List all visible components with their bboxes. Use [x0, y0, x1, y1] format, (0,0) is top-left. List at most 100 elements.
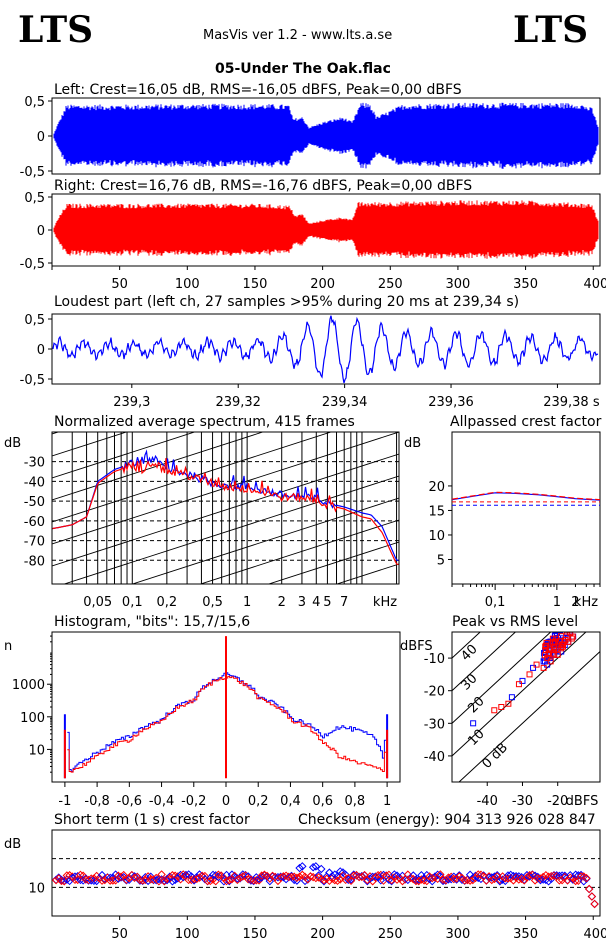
pvr-crest-label: 10 — [465, 727, 487, 749]
pvr-point-left — [571, 623, 576, 628]
pvr-ytick-label: -20 — [424, 685, 445, 700]
histogram-xtick-label: -0,6 — [117, 794, 142, 809]
waveform-right-xtick-label: 150 — [243, 277, 268, 292]
pvr-crest-label: 30 — [458, 671, 480, 693]
shortterm-ytick-label: 10 — [28, 881, 45, 896]
spectrum-ytick-label: -60 — [24, 515, 45, 530]
pvr-point-right — [545, 650, 552, 657]
shortterm-point-right — [227, 874, 237, 884]
shortterm-point-right — [584, 884, 594, 894]
pvr-point-left — [571, 626, 576, 631]
shortterm-point-left — [587, 892, 597, 901]
crest-ytick-label: 20 — [428, 480, 445, 495]
waveform-right-xtick-label: 50 — [111, 277, 128, 292]
spectrum-slope-line — [199, 519, 399, 584]
loudest-part-xtick-label: 239,32 — [215, 395, 261, 410]
waveform-right-ytick-label: 0 — [37, 224, 45, 239]
histogram-xtick-label: 0,6 — [312, 794, 333, 809]
histogram-xtick-label: 0,8 — [345, 794, 366, 809]
logo-left: LTS — [18, 9, 94, 51]
pvr-point-right — [572, 615, 577, 620]
histogram-xtick-label: -0,2 — [181, 794, 206, 809]
loudest-part-ytick-label: 0,5 — [24, 313, 45, 328]
pvr-ytick-label: -40 — [424, 750, 445, 765]
shortterm-point-right — [436, 870, 445, 879]
pvr-crest-line — [458, 650, 600, 782]
spectrum-series-right — [52, 458, 399, 565]
shortterm-point-left — [579, 877, 589, 886]
shortterm-point-left — [341, 870, 350, 879]
shortterm-point-right — [519, 876, 529, 885]
shortterm-xtick-label: 350 — [513, 927, 538, 942]
pvr-point-right — [570, 621, 575, 626]
shortterm-point-left — [254, 874, 264, 884]
shortterm-point-right — [590, 899, 599, 909]
histogram-series-right — [67, 675, 387, 773]
loudest-part-ytick-label: -0,5 — [20, 373, 45, 388]
shortterm-point-left — [584, 884, 594, 894]
shortterm-point-right — [92, 871, 101, 881]
histogram-xtick-label: 0 — [222, 794, 230, 809]
spectrum-grid — [52, 432, 399, 584]
shortterm-point-left — [544, 877, 553, 886]
pvr-point-right — [544, 654, 551, 661]
shortterm-point-right — [538, 872, 548, 882]
histogram-xtick-label: 0,2 — [248, 794, 269, 809]
spectrum-slope-line — [52, 432, 196, 479]
pvr-point-right — [515, 681, 522, 688]
waveform-right-ytick-label: 0,5 — [24, 191, 45, 206]
pvr-xtick-label: -40 — [477, 794, 498, 809]
spectrum-xunit: kHz — [373, 595, 397, 610]
shortterm-point-left — [417, 870, 426, 880]
shortterm-point-right — [216, 871, 226, 880]
shortterm-point-left — [330, 870, 340, 879]
shortterm-point-left — [533, 872, 543, 882]
spectrum-slope-line — [131, 497, 399, 584]
shortterm-point-right — [376, 870, 386, 880]
spectrum-ytick-label: -50 — [24, 495, 45, 510]
pvr-xtick-label: -20 — [547, 794, 568, 809]
shortterm-point-left — [311, 862, 321, 871]
right-channel-title: Right: Crest=16,76 dB, RMS=-16,76 dBFS, … — [54, 178, 473, 194]
shortterm-xtick-label: 250 — [378, 927, 403, 942]
histogram-xtick-label: -0,4 — [149, 794, 174, 809]
shortterm-point-right — [471, 873, 480, 883]
pvr-point-right — [570, 632, 577, 633]
loudest-part-xtick-label: 239,36 — [428, 395, 474, 410]
loudest-part-xtick-label: 239,3 — [113, 395, 150, 410]
pvr-point-left — [557, 632, 564, 634]
shortterm-point-right — [403, 870, 413, 879]
spectrum-xtick-label: 4 — [312, 595, 320, 610]
shortterm-xtick-label: 100 — [175, 927, 200, 942]
pvr-crest-line — [452, 632, 517, 692]
waveform-left-ytick-label: -0,5 — [20, 165, 45, 180]
spectrum-xtick-label: 0,05 — [83, 595, 112, 610]
shortterm-point-left — [295, 863, 304, 873]
pvr-point-right — [540, 664, 547, 671]
shortterm-point-left — [317, 864, 326, 874]
shortterm-point-left — [590, 899, 599, 909]
shortterm-xtick-label: 300 — [446, 927, 471, 942]
shortterm-point-left — [225, 876, 234, 886]
loudest-part-xtick-label: 239,34 — [322, 395, 368, 410]
crest-xunit: kHz — [574, 595, 598, 610]
histogram-xtick-label: 1 — [383, 794, 391, 809]
pvr-ytick-label: -10 — [424, 652, 445, 667]
spectrum-ytick-label: -40 — [24, 475, 45, 490]
pvr-point-left — [568, 619, 573, 624]
pvr-point-right — [551, 638, 558, 645]
pvr-point-left — [508, 694, 515, 701]
pvr-point-right — [561, 638, 568, 645]
loudest-part-xtick-label: 239,38 s — [543, 395, 600, 410]
shortterm-point-left — [314, 871, 323, 880]
pvr-crest-line — [452, 632, 587, 757]
shortterm-point-left — [576, 870, 586, 880]
pvr-ytick-label: -30 — [424, 717, 445, 732]
pvr-point-right — [491, 707, 498, 714]
spectrum-xtick-label: 2 — [278, 595, 286, 610]
spectrum-series-left — [52, 449, 399, 561]
shortterm-point-left — [92, 876, 101, 886]
spectrum-xtick-label: 0,5 — [202, 595, 223, 610]
